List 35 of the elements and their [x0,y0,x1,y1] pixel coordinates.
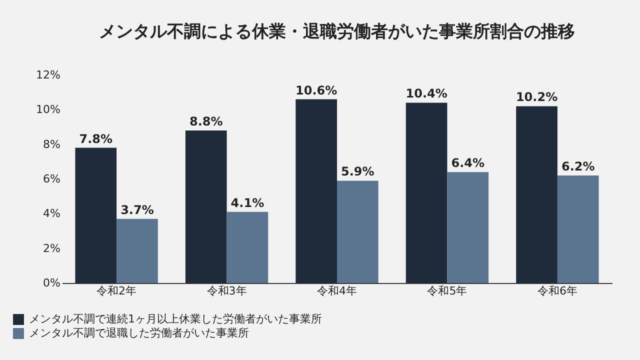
bar [185,130,227,283]
y-tick-label: 2% [43,242,60,255]
bar [516,106,558,283]
bar [406,102,448,283]
data-label: 8.8% [189,114,223,128]
y-tick-label: 12% [36,68,60,82]
data-label: 6.2% [561,160,595,174]
legend-label: メンタル不調で連続1ヶ月以上休業した労働者がいた事業所 [29,312,322,326]
bar [116,218,158,283]
bar [337,180,378,283]
x-tick-label: 令和3年 [206,284,247,298]
data-label: 7.8% [79,132,113,146]
data-label: 5.9% [341,164,374,179]
bar [75,148,117,283]
bar [296,99,337,283]
y-tick-label: 6% [43,172,60,186]
data-label: 10.6% [296,83,338,98]
data-label: 10.4% [406,86,448,101]
bar [447,172,489,283]
legend-label: メンタル不調で退職した労働者がいた事業所 [29,326,249,340]
y-tick-label: 0% [43,276,60,290]
x-tick-label: 令和2年 [96,284,137,298]
bar [557,176,599,283]
x-tick-label: 令和4年 [317,284,357,298]
chart-title: メンタル不調による休業・退職労働者がいた事業所割合の推移 [99,22,575,42]
x-tick-label: 令和6年 [537,284,578,298]
bar [226,212,268,283]
data-label: 10.2% [516,90,558,104]
data-label: 3.7% [120,202,154,217]
x-tick-label: 令和5年 [427,284,468,298]
data-label: 6.4% [451,156,485,170]
y-tick-label: 8% [43,138,60,151]
data-label: 4.1% [230,196,264,210]
y-tick-label: 10% [36,103,60,116]
y-tick-label: 4% [43,207,60,220]
